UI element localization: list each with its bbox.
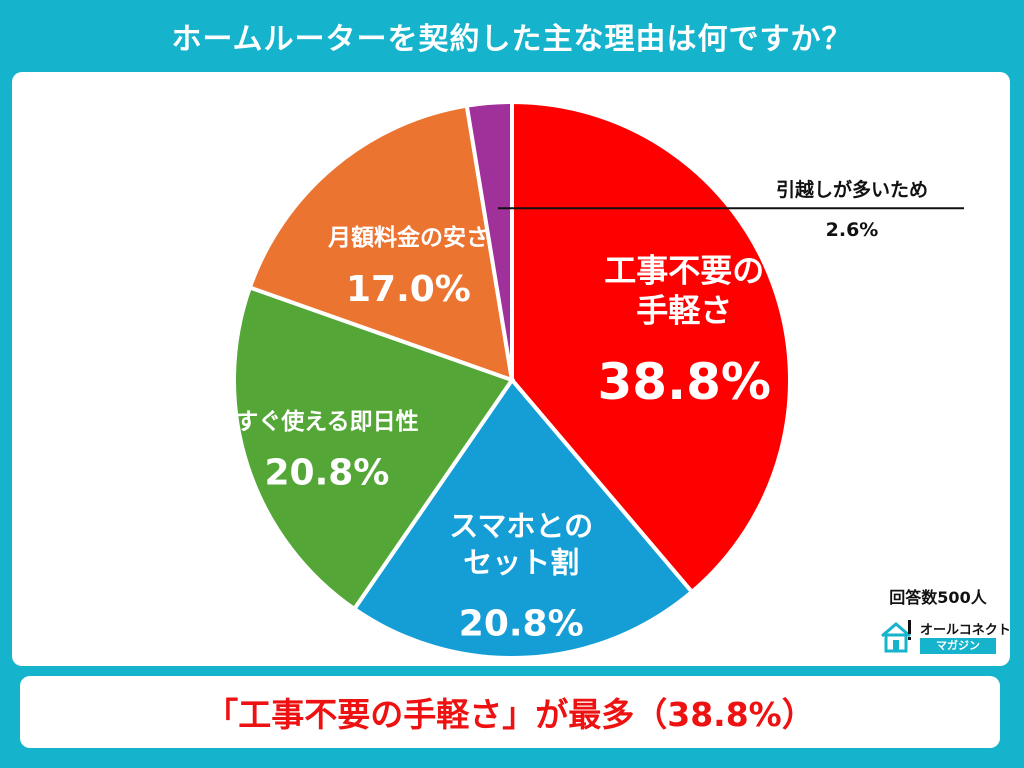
- logo-name: オールコネクト: [920, 623, 1010, 638]
- slice-label: すぐ使える即日性: [235, 409, 418, 435]
- slice-label: 手軽さ: [636, 291, 732, 329]
- pie-slice: [247, 103, 515, 384]
- slice-label: セット割: [463, 545, 579, 579]
- slice-label: 引越しが多いため: [776, 178, 928, 201]
- slice-value: 20.8%: [264, 453, 389, 494]
- slice-value: 20.8%: [459, 604, 584, 645]
- pie-slice: [232, 284, 516, 612]
- pie-slice: [351, 376, 695, 660]
- chart-title: ホームルーターを契約した主な理由は何ですか？: [171, 22, 853, 57]
- respondent-count: 回答数500人: [889, 588, 987, 607]
- slice-value: 17.0%: [346, 269, 471, 310]
- house-icon: [881, 620, 911, 653]
- slice-value: 2.6%: [826, 219, 879, 241]
- slice-value: 38.8%: [598, 353, 771, 411]
- summary-text: 「工事不要の手軽さ」が最多（38.8%）: [205, 695, 815, 734]
- logo-sub: マガジン: [920, 638, 996, 654]
- pie-slice: [464, 99, 514, 381]
- pie-slice: [510, 99, 792, 595]
- slice-label: 月額料金の安さ: [327, 224, 489, 251]
- slice-label: スマホとの: [449, 509, 593, 543]
- slice-label: 工事不要の: [604, 251, 764, 289]
- chart-panel: 工事不要の 手軽さ 38.8% スマホとの セット割 20.8% すぐ使える即日性 20.8%…: [12, 72, 1010, 666]
- summary-banner: 「工事不要の手軽さ」が最多（38.8%）: [20, 676, 1000, 748]
- brand-logo: オールコネクト マガジン: [878, 618, 1010, 658]
